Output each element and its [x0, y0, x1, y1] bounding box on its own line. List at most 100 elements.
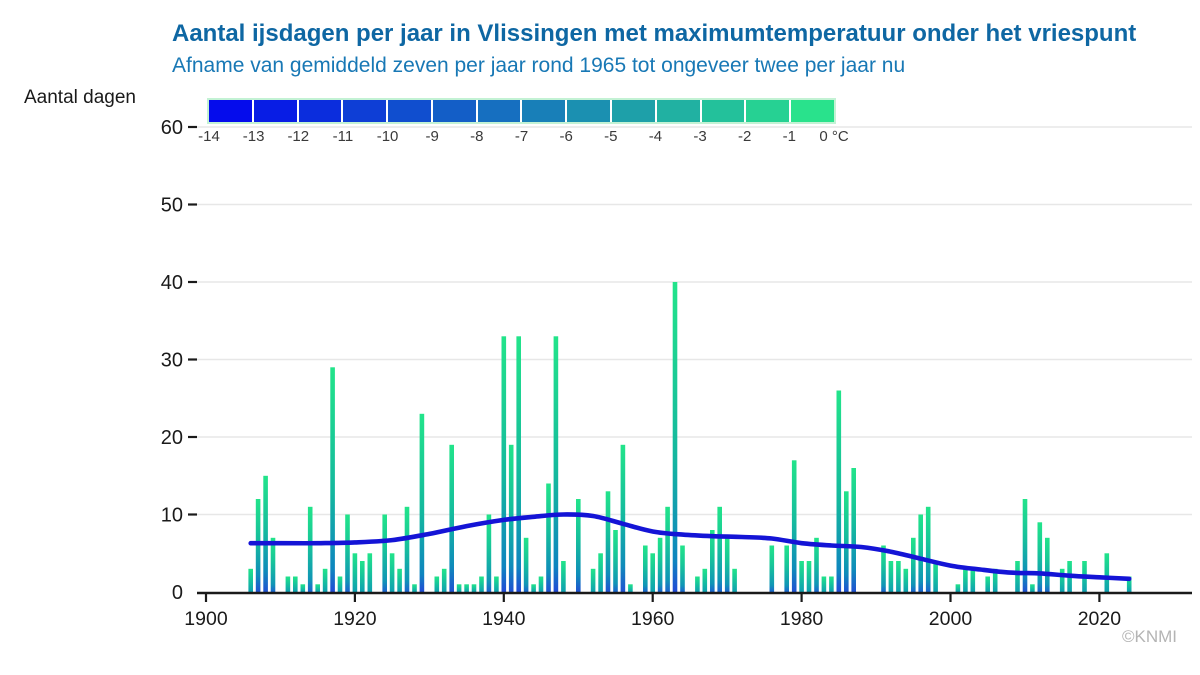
bar-year-1952 [590, 568, 596, 593]
bar-year-1953 [598, 553, 603, 593]
colorbar-tick-label: -5 [604, 128, 618, 145]
bar-year-1911 [285, 576, 291, 592]
bar-year-1922 [367, 553, 373, 593]
y-axis-title: Aantal dagen [24, 87, 136, 108]
bar-year-1924 [382, 514, 387, 592]
bar-year-1985 [836, 390, 842, 592]
bar-year-2013 [1045, 537, 1050, 593]
bar-year-1933 [449, 444, 454, 593]
colorbar-tick-label: -14 [198, 128, 220, 145]
colorbar-tick-label: -2 [738, 128, 752, 145]
x-tick-label-1900: 1900 [184, 608, 228, 630]
bar-year-1946 [546, 483, 551, 592]
bar-year-2011 [1030, 584, 1035, 593]
bar-year-1943 [523, 537, 529, 593]
bar-year-1961 [657, 537, 663, 593]
bar-year-1955 [613, 530, 618, 592]
chart-title: Aantal ijsdagen per jaar in Vlissingen m… [172, 20, 1137, 47]
bar-year-1935 [464, 584, 469, 593]
x-tick-label-1920: 1920 [333, 608, 377, 630]
axis-labels: 0 10 20 30 40 50 60 1900 1920 1940 1960 1980 2000 202… [161, 117, 1121, 630]
bar-year-1926 [397, 568, 402, 593]
bar-year-1966 [695, 576, 700, 592]
y-tick-label-30: 30 [161, 350, 183, 372]
colorbar-tick-label: -7 [514, 128, 529, 145]
bar-year-2010 [1022, 499, 1028, 592]
bar-year-1948 [561, 561, 566, 592]
bar-year-2015 [1059, 568, 1065, 593]
colorbar-segment [432, 100, 476, 122]
bar-year-1962 [665, 506, 670, 593]
bar-year-1929 [419, 413, 425, 593]
bar-year-1928 [412, 584, 417, 593]
colorbar-segment [209, 100, 252, 122]
colorbar-tick-label: -12 [287, 128, 310, 145]
y-tick-label-0: 0 [172, 582, 183, 604]
bar-year-1995 [911, 537, 916, 593]
bar-year-1934 [456, 584, 462, 593]
bar-year-2009 [1015, 561, 1020, 592]
bar-year-1947 [553, 336, 559, 593]
x-tick-label-1980: 1980 [780, 608, 824, 630]
colorbar-segment [746, 100, 790, 122]
bar-year-1944 [531, 584, 536, 593]
knmi-copyright: ©KNMI [1121, 627, 1177, 646]
bar-year-2024 [1126, 576, 1132, 592]
x-tick-label-1940: 1940 [482, 608, 526, 630]
colorbar-segment [298, 100, 342, 122]
bar-year-1917 [330, 367, 335, 593]
bar-year-2021 [1104, 553, 1110, 593]
chart-subtitle: Afname van gemiddeld zeven per jaar rond… [172, 54, 906, 77]
bar-year-1983 [821, 576, 827, 592]
temperature-colorbar [207, 98, 836, 124]
y-tick-label-40: 40 [161, 272, 183, 294]
bar-year-1981 [806, 561, 812, 592]
colorbar-tick-label: -9 [425, 128, 439, 145]
bar-year-1931 [434, 576, 440, 592]
bar-year-1937 [479, 576, 484, 592]
bar-year-1954 [605, 491, 611, 593]
colorbar-segment [343, 100, 387, 122]
y-tick-label-10: 10 [161, 505, 183, 527]
bar-year-2006 [992, 568, 998, 593]
colorbar-tick-label: -11 [332, 128, 354, 145]
bar-year-1991 [881, 545, 886, 592]
colorbar-tick-label: 0 °C [819, 128, 849, 145]
colorbar-tick-label: -3 [693, 128, 707, 145]
colorbar-tick-label: -4 [648, 128, 663, 145]
y-tick-label-50: 50 [161, 195, 183, 217]
bar-year-1932 [441, 568, 447, 593]
y-tick-label-20: 20 [161, 427, 183, 449]
bar-year-1959 [643, 545, 648, 592]
bar-year-1918 [337, 576, 343, 592]
bar-year-1940 [501, 336, 507, 593]
bar-year-1914 [307, 506, 313, 593]
colorbar-segment [477, 100, 521, 122]
bar-year-2012 [1037, 522, 1043, 593]
bar-year-1968 [710, 530, 715, 592]
bar-year-1921 [360, 561, 365, 592]
bar-year-1936 [471, 584, 477, 593]
colorbar-tick-labels: -14 -13 -12 -11 -10 -9 -8 -7 -6 -5 -4 -3 -2 -1 0 °C [0, 128, 1200, 148]
trend-line [248, 512, 1132, 582]
bar-year-1980 [799, 561, 804, 592]
colorbar-segment [656, 100, 700, 122]
bar-year-2005 [985, 576, 990, 592]
bar-year-1996 [918, 514, 923, 592]
bar-year-1938 [486, 514, 492, 592]
bar-year-2003 [970, 568, 976, 593]
x-tick-label-1960: 1960 [631, 608, 675, 630]
y-tick-label-60: 60 [161, 117, 183, 139]
bar-year-1982 [814, 537, 819, 593]
bar-year-1920 [352, 553, 358, 593]
colorbar-segment [701, 100, 745, 122]
bar-year-2001 [955, 584, 961, 593]
bar-year-1916 [322, 568, 328, 593]
bar-year-2002 [963, 568, 968, 593]
bar-year-1998 [933, 561, 938, 592]
bar-year-1913 [300, 584, 306, 593]
x-tick-label-2000: 2000 [929, 608, 973, 630]
bar-year-1925 [389, 553, 395, 593]
